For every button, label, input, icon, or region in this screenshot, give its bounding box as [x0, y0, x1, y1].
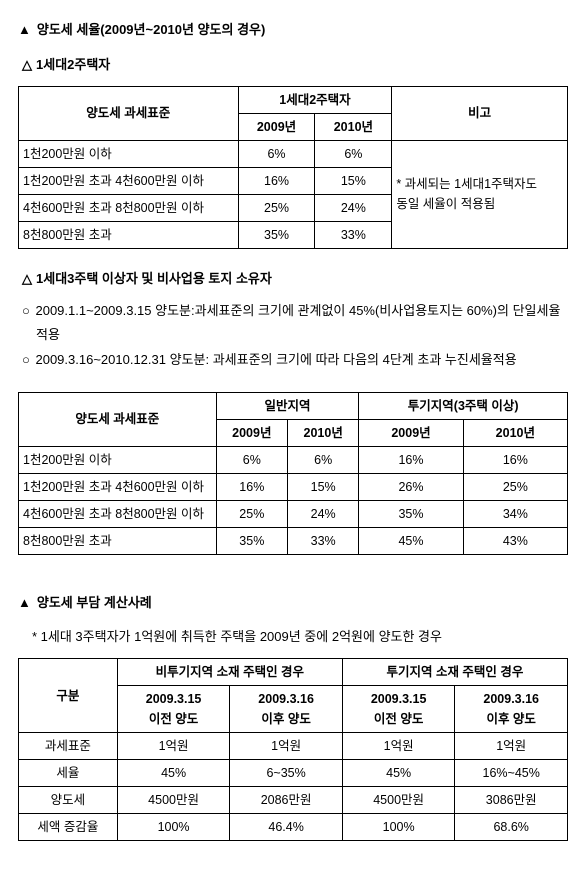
table2-cell: 25% [463, 473, 567, 500]
table1-header-note: 비고 [392, 86, 568, 140]
section1-title: 양도세 세율(2009년~2010년 양도의 경우) [18, 20, 568, 41]
table2-cell: 15% [288, 473, 359, 500]
table2-cell: 24% [288, 500, 359, 527]
table2-cell: 35% [359, 500, 463, 527]
table1-cell: 6% [238, 140, 315, 167]
table2-header-group1: 일반지역 [216, 392, 359, 419]
table1: 양도세 과세표준 1세대2주택자 비고 2009년 2010년 1천200만원 … [18, 86, 568, 249]
section2-title: 양도세 부담 계산사례 [18, 593, 568, 614]
table2-header-y1b: 2009년 [359, 419, 463, 446]
table2-cell: 8천800만원 초과 [19, 527, 217, 554]
table3-header-group1: 비투기지역 소재 주택인 경우 [117, 659, 342, 686]
table1-header-base: 양도세 과세표준 [19, 86, 239, 140]
table3-cell: 45% [117, 760, 230, 787]
table2-header-group2: 투기지역(3주택 이상) [359, 392, 568, 419]
table3-cell: 46.4% [230, 814, 343, 841]
table2-header-y1: 2009년 [216, 419, 287, 446]
table1-cell: 8천800만원 초과 [19, 221, 239, 248]
table2-cell: 45% [359, 527, 463, 554]
table2-cell: 26% [359, 473, 463, 500]
table3-cell: 세율 [19, 760, 118, 787]
table-row: 구분 비투기지역 소재 주택인 경우 투기지역 소재 주택인 경우 [19, 659, 568, 686]
table1-cell: 35% [238, 221, 315, 248]
table2-cell: 1천200만원 초과 4천600만원 이하 [19, 473, 217, 500]
table2-header-base: 양도세 과세표준 [19, 392, 217, 446]
table-row: 양도세 과세표준 1세대2주택자 비고 [19, 86, 568, 113]
table2-cell: 35% [216, 527, 287, 554]
table3-cell: 1억원 [230, 733, 343, 760]
table-row: 1천200만원 이하 6% 6% 16% 16% [19, 446, 568, 473]
table3-header-group2: 투기지역 소재 주택인 경우 [342, 659, 567, 686]
table3-cell: 세액 증감율 [19, 814, 118, 841]
table2-cell: 6% [288, 446, 359, 473]
note-text: 2009.1.1~2009.3.15 양도분:과세표준의 크기에 관계없이 45… [35, 303, 560, 341]
table3-header-type: 구분 [19, 659, 118, 733]
table1-cell: 16% [238, 167, 315, 194]
table3-cell: 2086만원 [230, 787, 343, 814]
table1-cell: 33% [315, 221, 392, 248]
table-row: 세율 45% 6~35% 45% 16%~45% [19, 760, 568, 787]
table1-note-cell: * 과세되는 1세대1주택자도 동일 세율이 적용됨 [392, 140, 568, 248]
table3-cell: 100% [342, 814, 455, 841]
table-row: 양도세 과세표준 일반지역 투기지역(3주택 이상) [19, 392, 568, 419]
section1-sub2: 1세대3주택 이상자 및 비사업용 토지 소유자 [18, 269, 568, 290]
table1-cell: 4천600만원 초과 8천800만원 이하 [19, 194, 239, 221]
table3-cell: 100% [117, 814, 230, 841]
note-text: 2009.3.16~2010.12.31 양도분: 과세표준의 크기에 따라 다… [35, 352, 516, 367]
table3-cell: 4500만원 [117, 787, 230, 814]
table2-cell: 33% [288, 527, 359, 554]
table2-cell: 6% [216, 446, 287, 473]
table2-cell: 4천600만원 초과 8천800만원 이하 [19, 500, 217, 527]
table2-cell: 16% [359, 446, 463, 473]
table3-header-c2: 2009.3.16이후 양도 [230, 686, 343, 733]
table1-cell: 6% [315, 140, 392, 167]
section2-asterisk: * 1세대 3주택자가 1억원에 취득한 주택을 2009년 중에 2억원에 양… [18, 627, 568, 648]
table1-cell: 24% [315, 194, 392, 221]
table2-cell: 16% [463, 446, 567, 473]
section1-sub1: 1세대2주택자 [18, 55, 568, 76]
table-row: 1천200만원 초과 4천600만원 이하 16% 15% 26% 25% [19, 473, 568, 500]
table2: 양도세 과세표준 일반지역 투기지역(3주택 이상) 2009년 2010년 2… [18, 392, 568, 555]
table3-header-c4: 2009.3.16이후 양도 [455, 686, 568, 733]
table1-header-y1: 2009년 [238, 113, 315, 140]
table2-header-y2b: 2010년 [463, 419, 567, 446]
table-row: 과세표준 1억원 1억원 1억원 1억원 [19, 733, 568, 760]
table1-cell: 1천200만원 초과 4천600만원 이하 [19, 167, 239, 194]
table3-cell: 6~35% [230, 760, 343, 787]
table3-cell: 16%~45% [455, 760, 568, 787]
table-row: 1천200만원 이하 6% 6% * 과세되는 1세대1주택자도 동일 세율이 … [19, 140, 568, 167]
table3-cell: 3086만원 [455, 787, 568, 814]
note-item-2: ○ 2009.3.16~2010.12.31 양도분: 과세표준의 크기에 따라… [18, 348, 568, 371]
table1-cell: 15% [315, 167, 392, 194]
table2-cell: 1천200만원 이하 [19, 446, 217, 473]
table2-header-y2: 2010년 [288, 419, 359, 446]
table-row: 세액 증감율 100% 46.4% 100% 68.6% [19, 814, 568, 841]
table3-cell: 68.6% [455, 814, 568, 841]
table3-cell: 1억원 [342, 733, 455, 760]
table2-cell: 25% [216, 500, 287, 527]
table2-cell: 34% [463, 500, 567, 527]
table3-cell: 45% [342, 760, 455, 787]
table3-cell: 1억원 [117, 733, 230, 760]
table-row: 8천800만원 초과 35% 33% 45% 43% [19, 527, 568, 554]
table-row: 4천600만원 초과 8천800만원 이하 25% 24% 35% 34% [19, 500, 568, 527]
table2-cell: 16% [216, 473, 287, 500]
table3-header-c1: 2009.3.15이전 양도 [117, 686, 230, 733]
table-row: 양도세 4500만원 2086만원 4500만원 3086만원 [19, 787, 568, 814]
table2-cell: 43% [463, 527, 567, 554]
table1-header-y2: 2010년 [315, 113, 392, 140]
table3-cell: 양도세 [19, 787, 118, 814]
table1-cell: 25% [238, 194, 315, 221]
note-item-1: ○ 2009.1.1~2009.3.15 양도분:과세표준의 크기에 관계없이 … [18, 299, 568, 346]
table3-cell: 4500만원 [342, 787, 455, 814]
table3-cell: 과세표준 [19, 733, 118, 760]
table1-cell: 1천200만원 이하 [19, 140, 239, 167]
table3-cell: 1억원 [455, 733, 568, 760]
table1-header-group: 1세대2주택자 [238, 86, 392, 113]
table3: 구분 비투기지역 소재 주택인 경우 투기지역 소재 주택인 경우 2009.3… [18, 658, 568, 841]
table3-header-c3: 2009.3.15이전 양도 [342, 686, 455, 733]
